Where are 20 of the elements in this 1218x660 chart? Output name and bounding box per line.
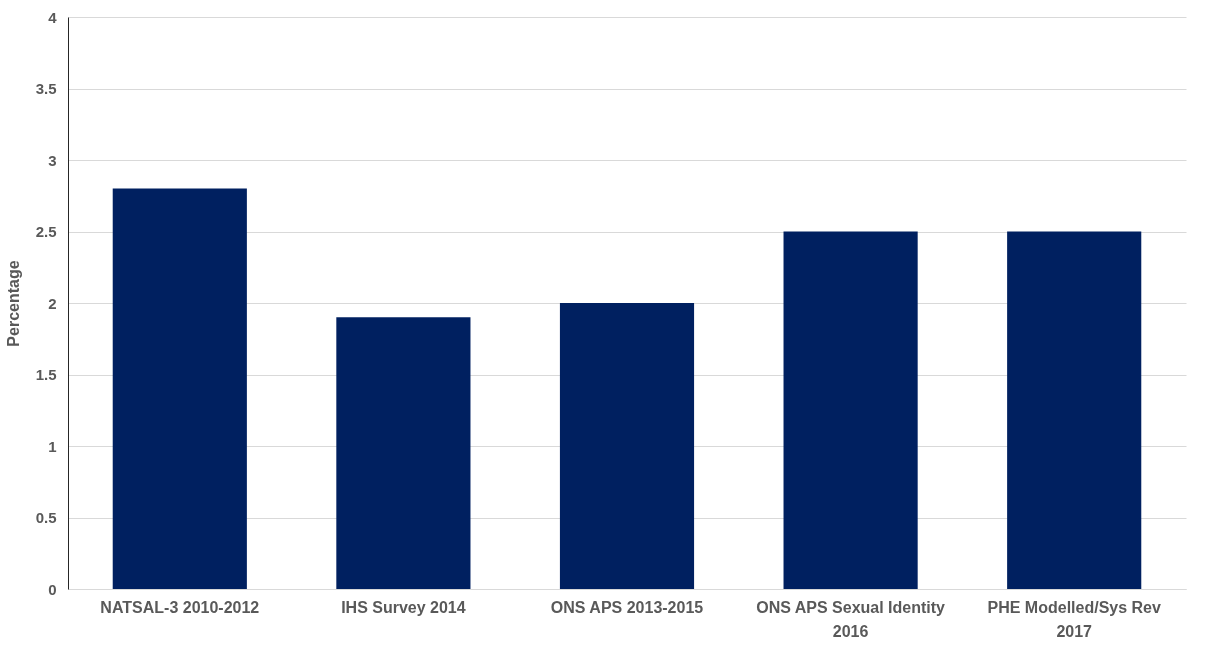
y-tick-label: 3: [48, 151, 57, 169]
bar: [1007, 231, 1142, 589]
y-tick-label: 2.5: [35, 223, 57, 240]
y-tick-label: 3.5: [35, 80, 57, 97]
y-tick-label: 1.5: [35, 366, 57, 383]
y-tick-label: 1: [48, 437, 57, 455]
y-axis-title: Percentage: [4, 260, 22, 347]
y-tick-label: 2: [48, 294, 57, 312]
y-tick-label: 4: [48, 8, 58, 26]
y-tick-label: 0.5: [35, 509, 57, 526]
bar: [336, 317, 471, 589]
x-tick-label: IHS Survey 2014: [341, 598, 466, 616]
bar: [559, 303, 695, 589]
bar: [783, 231, 918, 589]
y-tick-label: 0: [48, 580, 57, 598]
bar: [112, 188, 247, 589]
x-tick-label: ONS APS Sexual Identity 2016: [756, 598, 946, 640]
x-tick-label: PHE Modelled/Sys Rev 2017: [987, 598, 1161, 640]
x-tick-label: ONS APS 2013-2015: [550, 598, 704, 616]
x-tick-label: NATSAL-3 2010-2012: [100, 598, 260, 616]
